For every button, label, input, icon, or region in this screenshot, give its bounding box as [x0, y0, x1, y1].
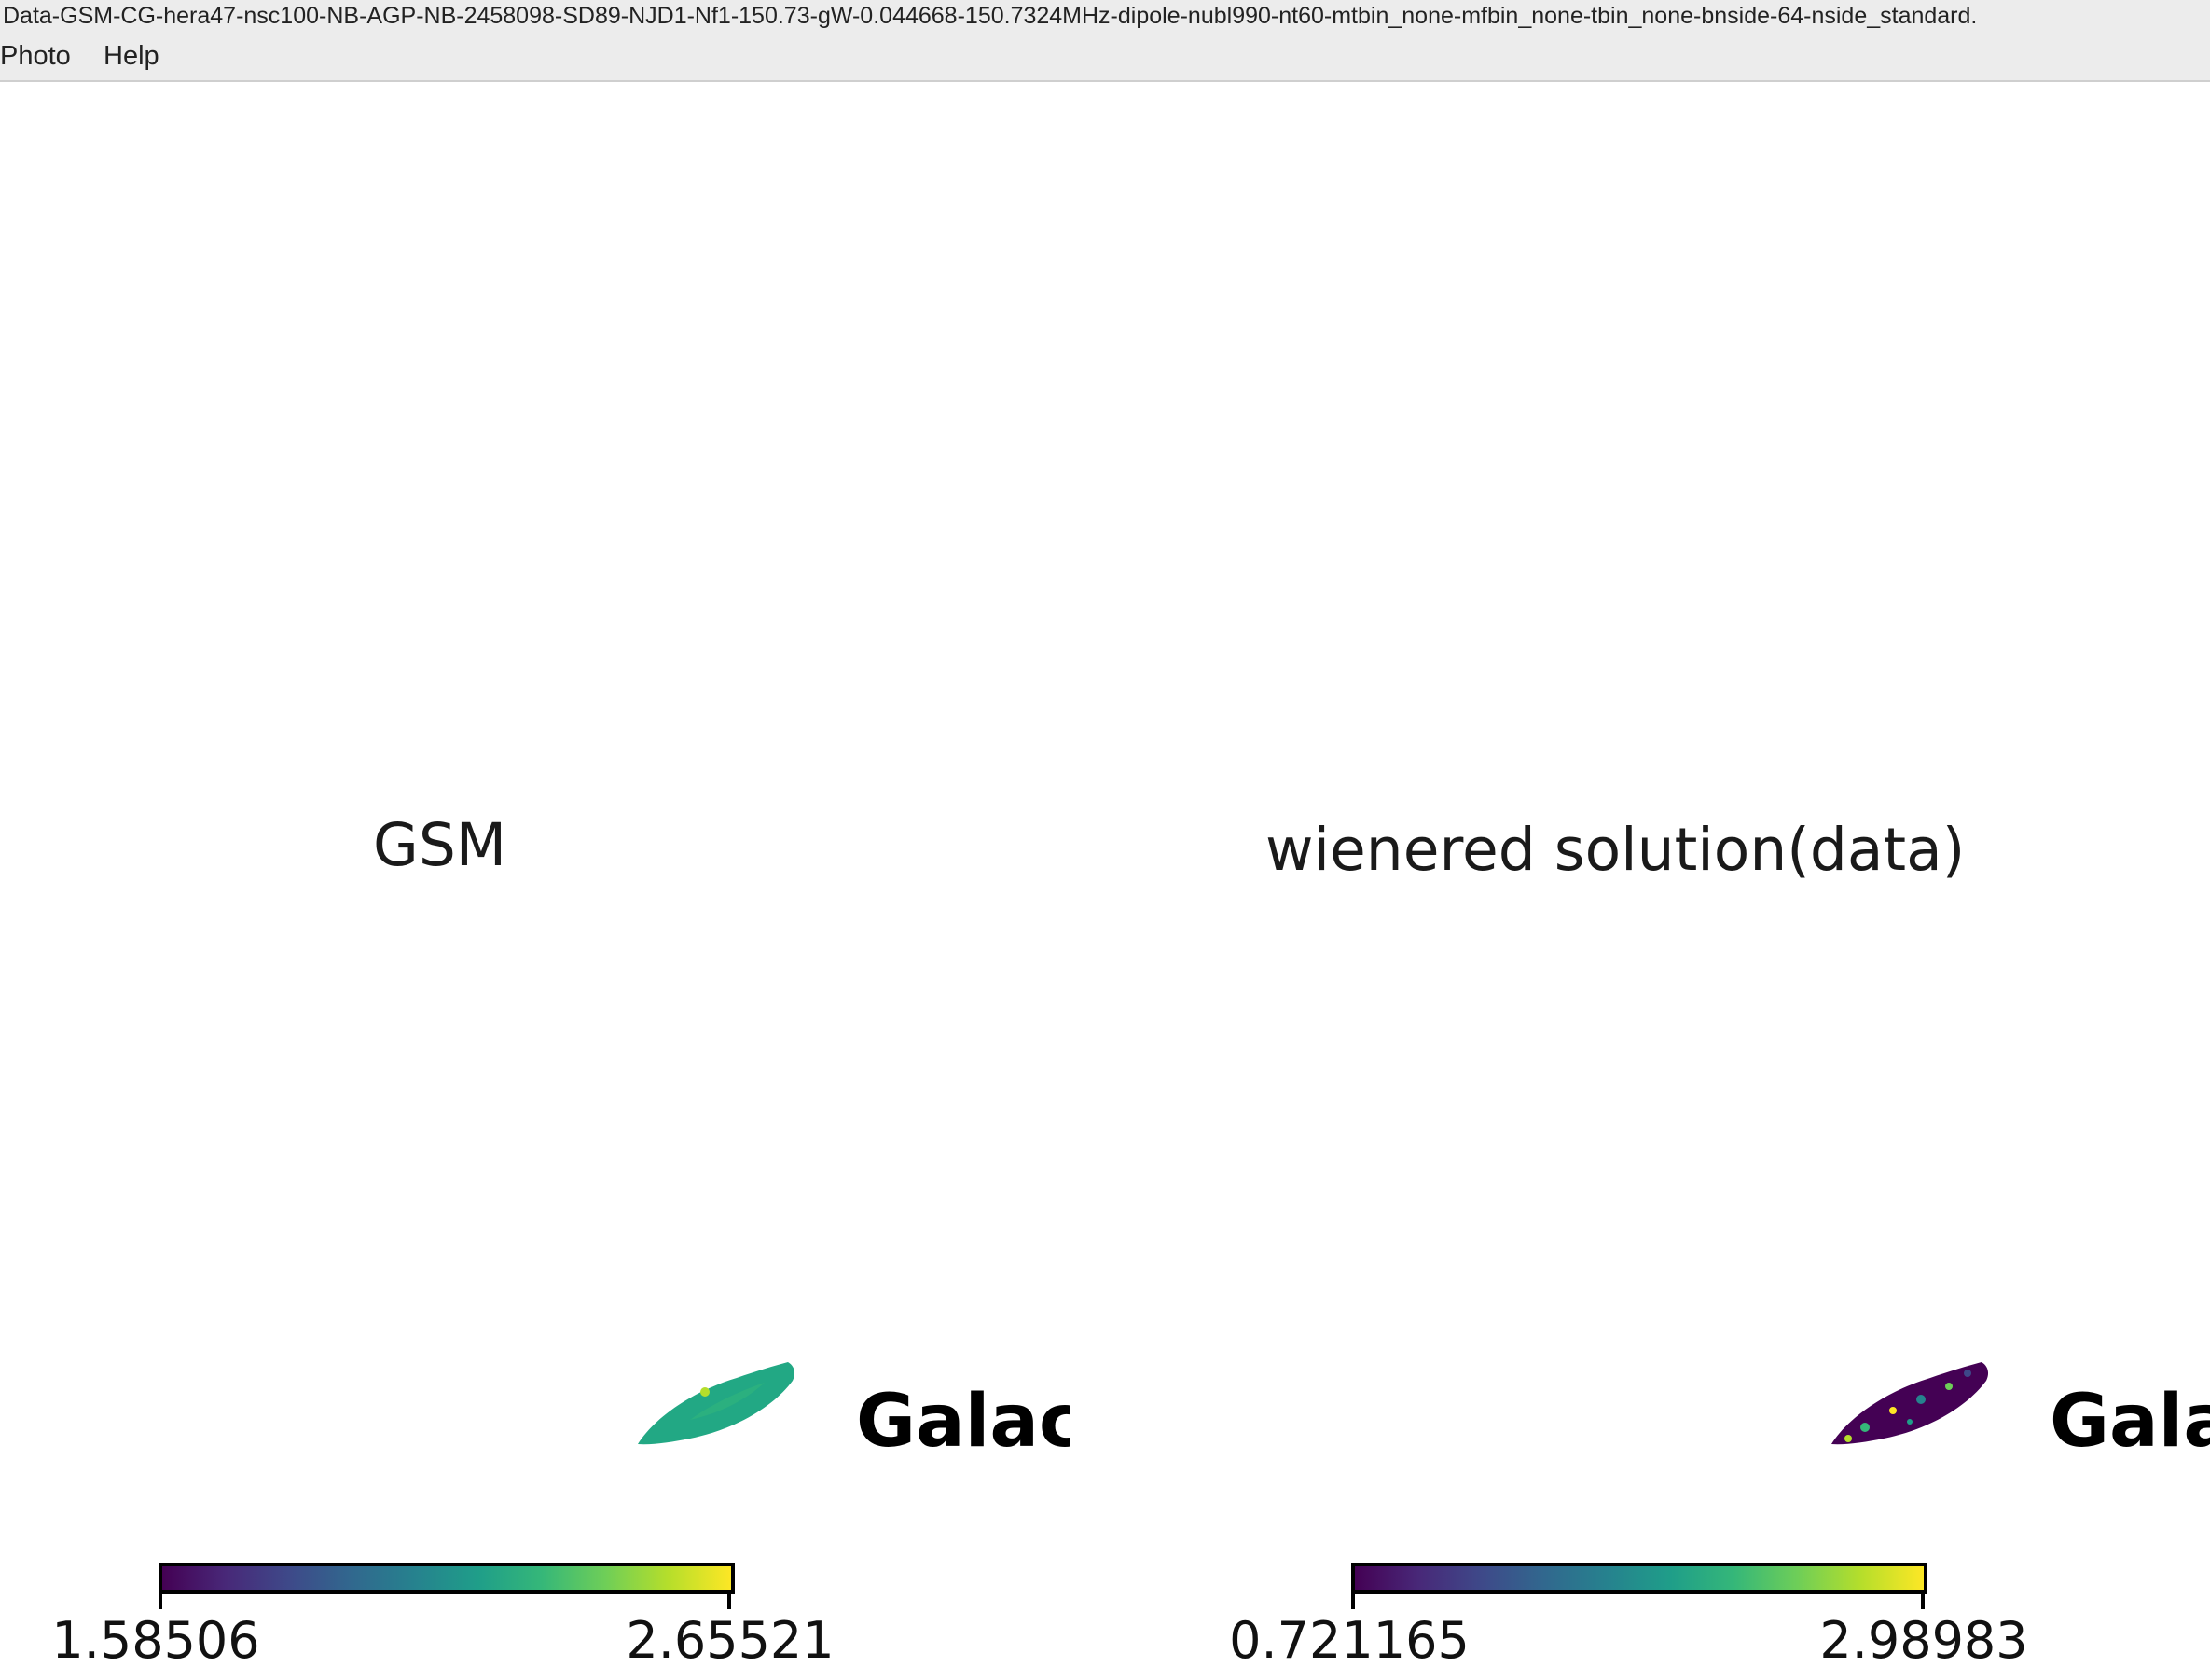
window-title: Data-GSM-CG-hera47-nsc100-NB-AGP-NB-2458…: [3, 3, 1978, 29]
panel-title-gsm: GSM: [373, 811, 507, 879]
image-canvas: GSM wienered solution(data) Galac Gala 1…: [0, 82, 2210, 1680]
colorbar-right: [1351, 1563, 1927, 1594]
galactic-label-left: Galac: [856, 1380, 1070, 1464]
colorbar-left-max-label: 2.65521: [626, 1611, 835, 1670]
window-titlebar[interactable]: Data-GSM-CG-hera47-nsc100-NB-AGP-NB-2458…: [0, 0, 2210, 35]
colorbar-right-min-tick: [1351, 1594, 1355, 1609]
colorbar-right-max-tick: [1921, 1594, 1925, 1609]
galactic-label-right: Gala: [2050, 1380, 2210, 1464]
menu-photo[interactable]: Photo: [0, 41, 71, 71]
colorbar-left-min-label: 1.58506: [51, 1611, 260, 1670]
menu-help[interactable]: Help: [104, 41, 159, 71]
colorbar-left-min-tick: [159, 1594, 162, 1609]
colorbar-right-max-label: 2.98983: [1819, 1611, 2028, 1670]
colorbar-left: [159, 1563, 735, 1594]
panel-title-wienered: wienered solution(data): [1265, 816, 1966, 884]
sky-map-patch-left: [638, 1362, 795, 1445]
colorbar-left-max-tick: [727, 1594, 731, 1609]
menu-bar: Photo Help: [0, 35, 2210, 82]
colorbar-right-min-label: 0.721165: [1229, 1611, 1470, 1670]
sky-map-patch-right: [1831, 1362, 1989, 1445]
